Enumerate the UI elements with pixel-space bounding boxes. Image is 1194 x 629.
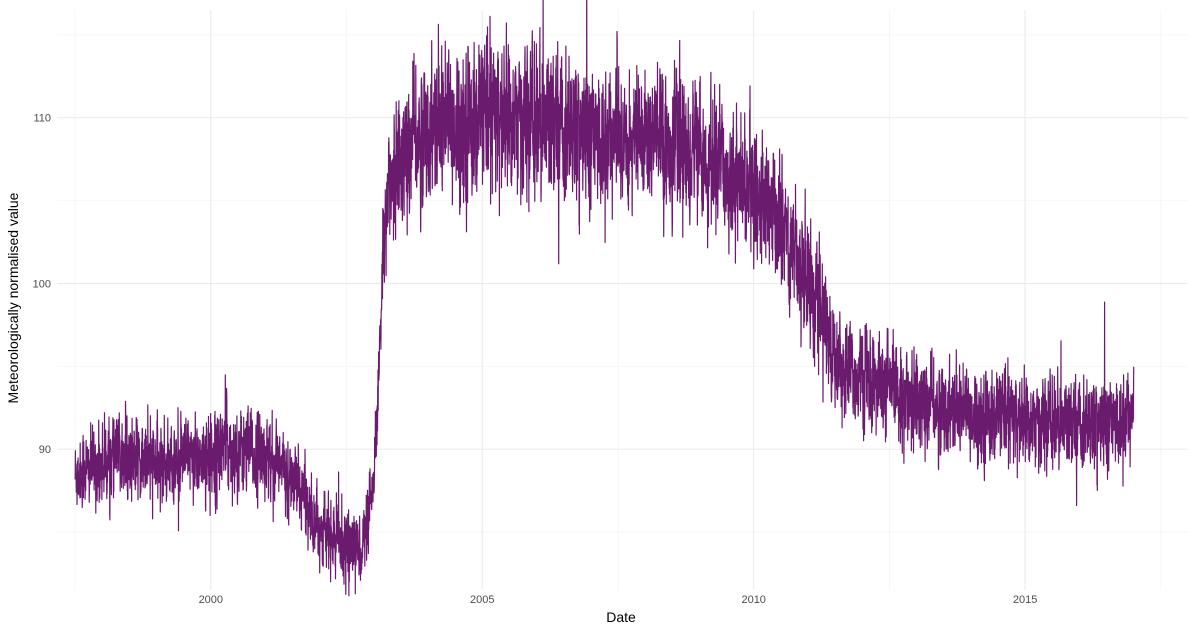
y-tick-label: 100 <box>33 278 51 290</box>
x-axis-title: Date <box>606 609 636 625</box>
x-tick-labels: 2000 2005 2010 2015 <box>199 594 1038 606</box>
grid-lines <box>57 10 1188 590</box>
series-line <box>74 0 1135 597</box>
y-tick-label: 90 <box>39 444 51 456</box>
y-tick-labels: 90 100 110 <box>33 113 51 456</box>
y-axis-title: Meteorologically normalised value <box>5 192 21 403</box>
x-tick-label: 2010 <box>741 594 765 606</box>
x-tick-label: 2000 <box>199 594 223 606</box>
y-tick-label: 110 <box>33 113 51 125</box>
x-tick-label: 2005 <box>470 594 494 606</box>
x-tick-label: 2015 <box>1013 594 1037 606</box>
